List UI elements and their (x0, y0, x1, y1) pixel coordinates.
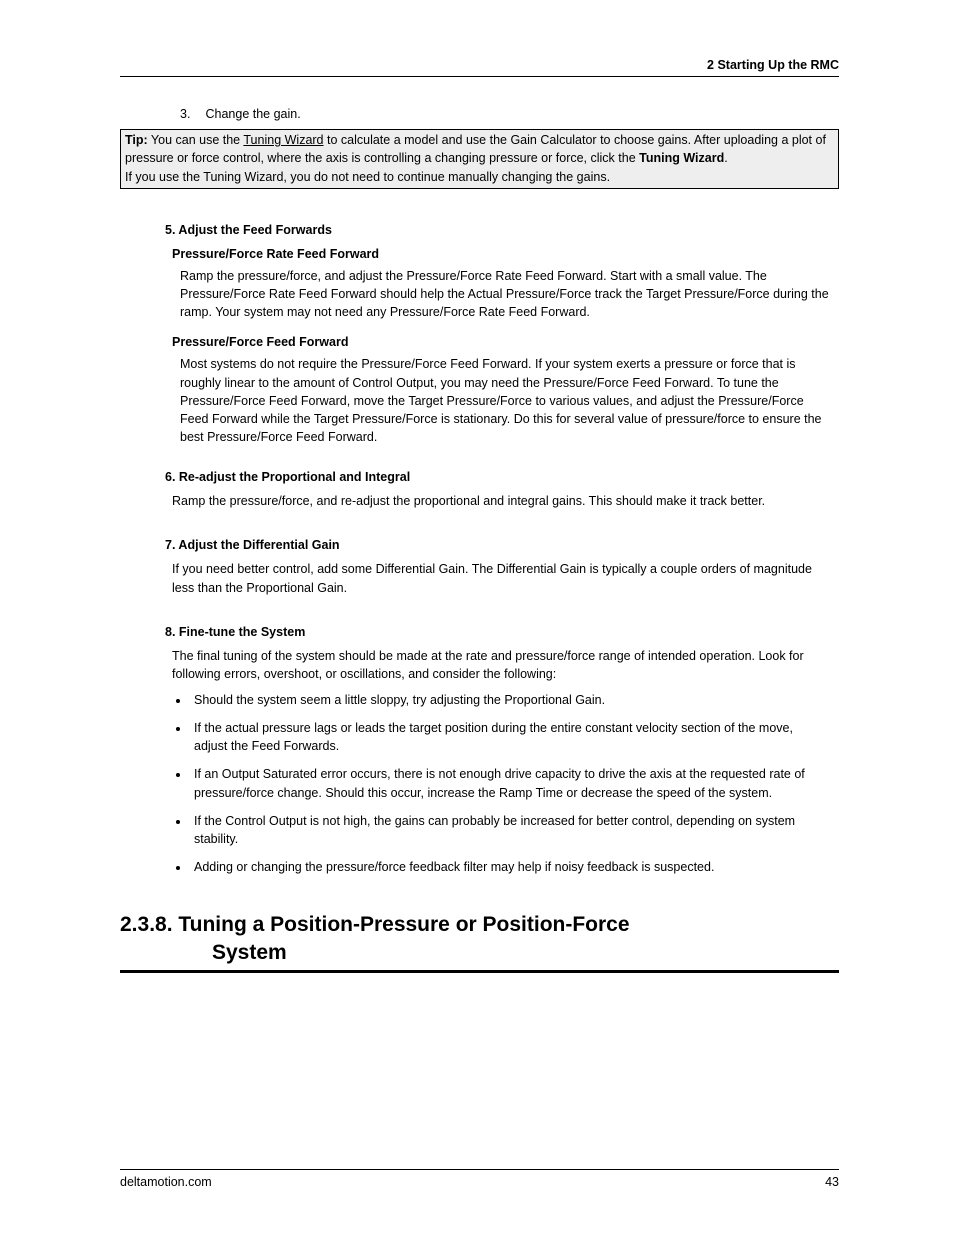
bullet-item: Should the system seem a little sloppy, … (190, 691, 829, 709)
heading-number: 2.3.8. (120, 910, 173, 940)
page-header: 2 Starting Up the RMC (120, 56, 839, 77)
bullet-item: If the Control Output is not high, the g… (190, 812, 829, 848)
list-number: 3. (180, 105, 202, 123)
section-6-head: 6. Re-adjust the Proportional and Integr… (165, 468, 839, 486)
bullet-item: If the actual pressure lags or leads the… (190, 719, 829, 755)
bullet-item: If an Output Saturated error occurs, the… (190, 765, 829, 801)
tip-label: Tip: (125, 133, 148, 147)
heading-rule (120, 970, 839, 973)
section-6-body: Ramp the pressure/force, and re-adjust t… (172, 492, 829, 510)
section-5-head: 5. Adjust the Feed Forwards (165, 221, 839, 239)
tip-text-1: You can use the (148, 133, 244, 147)
section-5-sub1-head: Pressure/Force Rate Feed Forward (172, 245, 839, 263)
section-5-sub2-head: Pressure/Force Feed Forward (172, 333, 839, 351)
section-8-bullets: Should the system seem a little sloppy, … (190, 691, 829, 876)
tuning-wizard-link[interactable]: Tuning Wizard (243, 133, 323, 147)
footer-page-number: 43 (825, 1173, 839, 1191)
bullet-item: Adding or changing the pressure/force fe… (190, 858, 829, 876)
heading-2-3-8: 2.3.8. Tuning a Position-Pressure or Pos… (120, 910, 839, 940)
section-8-body: The final tuning of the system should be… (172, 647, 829, 683)
tip-box: Tip: You can use the Tuning Wizard to ca… (120, 129, 839, 188)
tip-text-3: . (724, 151, 727, 165)
section-5-sub1-body: Ramp the pressure/force, and adjust the … (180, 267, 829, 321)
page-footer: deltamotion.com 43 (120, 1169, 839, 1191)
section-8-head: 8. Fine-tune the System (165, 623, 839, 641)
section-7-head: 7. Adjust the Differential Gain (165, 536, 839, 554)
heading-line1: Tuning a Position-Pressure or Position-F… (173, 913, 630, 936)
footer-left: deltamotion.com (120, 1173, 212, 1191)
ordered-list-item: 3. Change the gain. (180, 105, 839, 123)
tuning-wizard-bold: Tuning Wizard (639, 151, 724, 165)
section-5-sub2-body: Most systems do not require the Pressure… (180, 355, 829, 446)
tip-line-2: If you use the Tuning Wizard, you do not… (125, 170, 610, 184)
section-7-body: If you need better control, add some Dif… (172, 560, 829, 596)
list-text: Change the gain. (205, 107, 300, 121)
heading-line2: System (212, 940, 839, 966)
